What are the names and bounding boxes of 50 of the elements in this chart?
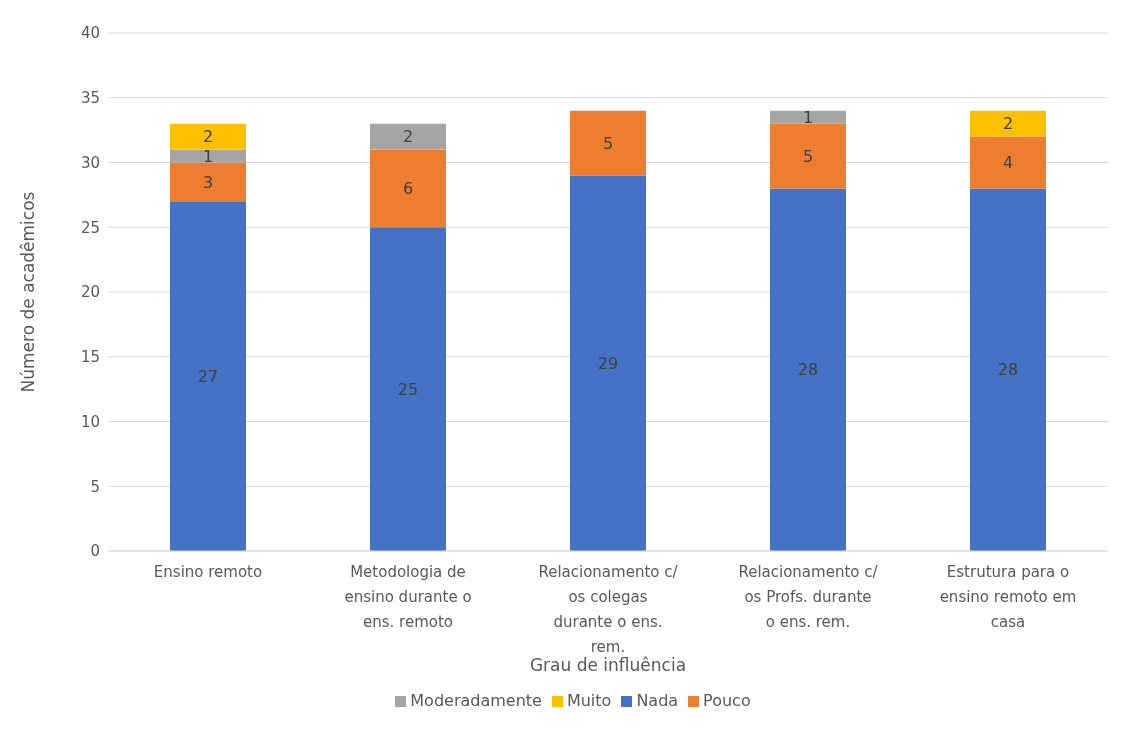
data-label: 29	[597, 353, 619, 373]
y-tick-label: 20	[80, 283, 100, 302]
y-axis-title: Número de acadêmicos	[18, 191, 39, 393]
bar	[170, 162, 246, 202]
bar	[170, 201, 246, 551]
x-tick-label: Relacionamento c/ os colegas durante o ens. rem.	[538, 563, 679, 656]
bar	[370, 149, 446, 228]
y-tick-label: 35	[80, 89, 100, 108]
data-label: 6	[402, 179, 414, 199]
data-label: 5	[802, 146, 814, 166]
bar	[370, 227, 446, 551]
data-label: 28	[797, 360, 819, 380]
data-label: 1	[802, 107, 814, 127]
data-label: 3	[202, 172, 214, 192]
bar	[970, 188, 1046, 551]
y-tick-label: 40	[80, 24, 100, 43]
legend-label: Muito	[566, 691, 612, 710]
x-tick-label: Ensino remoto	[153, 563, 263, 581]
bar	[970, 110, 1046, 137]
legend-label: Pouco	[703, 691, 751, 710]
data-label: 2	[202, 127, 214, 147]
x-tick-label: Estrutura para o ensino remoto em casa	[939, 563, 1077, 631]
bar	[570, 110, 646, 176]
legend-label: Nada	[636, 691, 679, 710]
data-label: 4	[1002, 153, 1014, 173]
bar	[570, 175, 646, 551]
bar	[970, 136, 1046, 189]
y-tick-label: 10	[80, 412, 100, 431]
x-tick-label: Metodologia de ensino durante o ens. remoto	[344, 563, 472, 631]
data-label: 2	[1002, 114, 1014, 134]
data-label: 1	[202, 146, 214, 166]
x-axis-title: Grau de influência	[529, 655, 687, 675]
bar	[370, 123, 446, 150]
data-label: 28	[997, 360, 1019, 380]
bar	[170, 149, 246, 163]
y-tick-label: 30	[80, 153, 100, 172]
bar	[170, 123, 246, 150]
x-tick-label: Relacionamento c/ os Profs. durante o ens. rem.	[738, 563, 879, 631]
legend-label: Moderadamente	[410, 691, 542, 710]
data-label: 5	[602, 133, 614, 153]
bar	[770, 110, 846, 124]
data-label: 27	[197, 366, 219, 386]
data-label: 25	[397, 379, 419, 399]
y-tick-label: 0	[90, 542, 100, 561]
bar	[770, 123, 846, 189]
bar	[770, 188, 846, 551]
data-label: 2	[402, 127, 414, 147]
y-tick-label: 15	[80, 348, 100, 367]
y-tick-label: 25	[80, 218, 100, 237]
y-tick-label: 5	[90, 477, 100, 496]
